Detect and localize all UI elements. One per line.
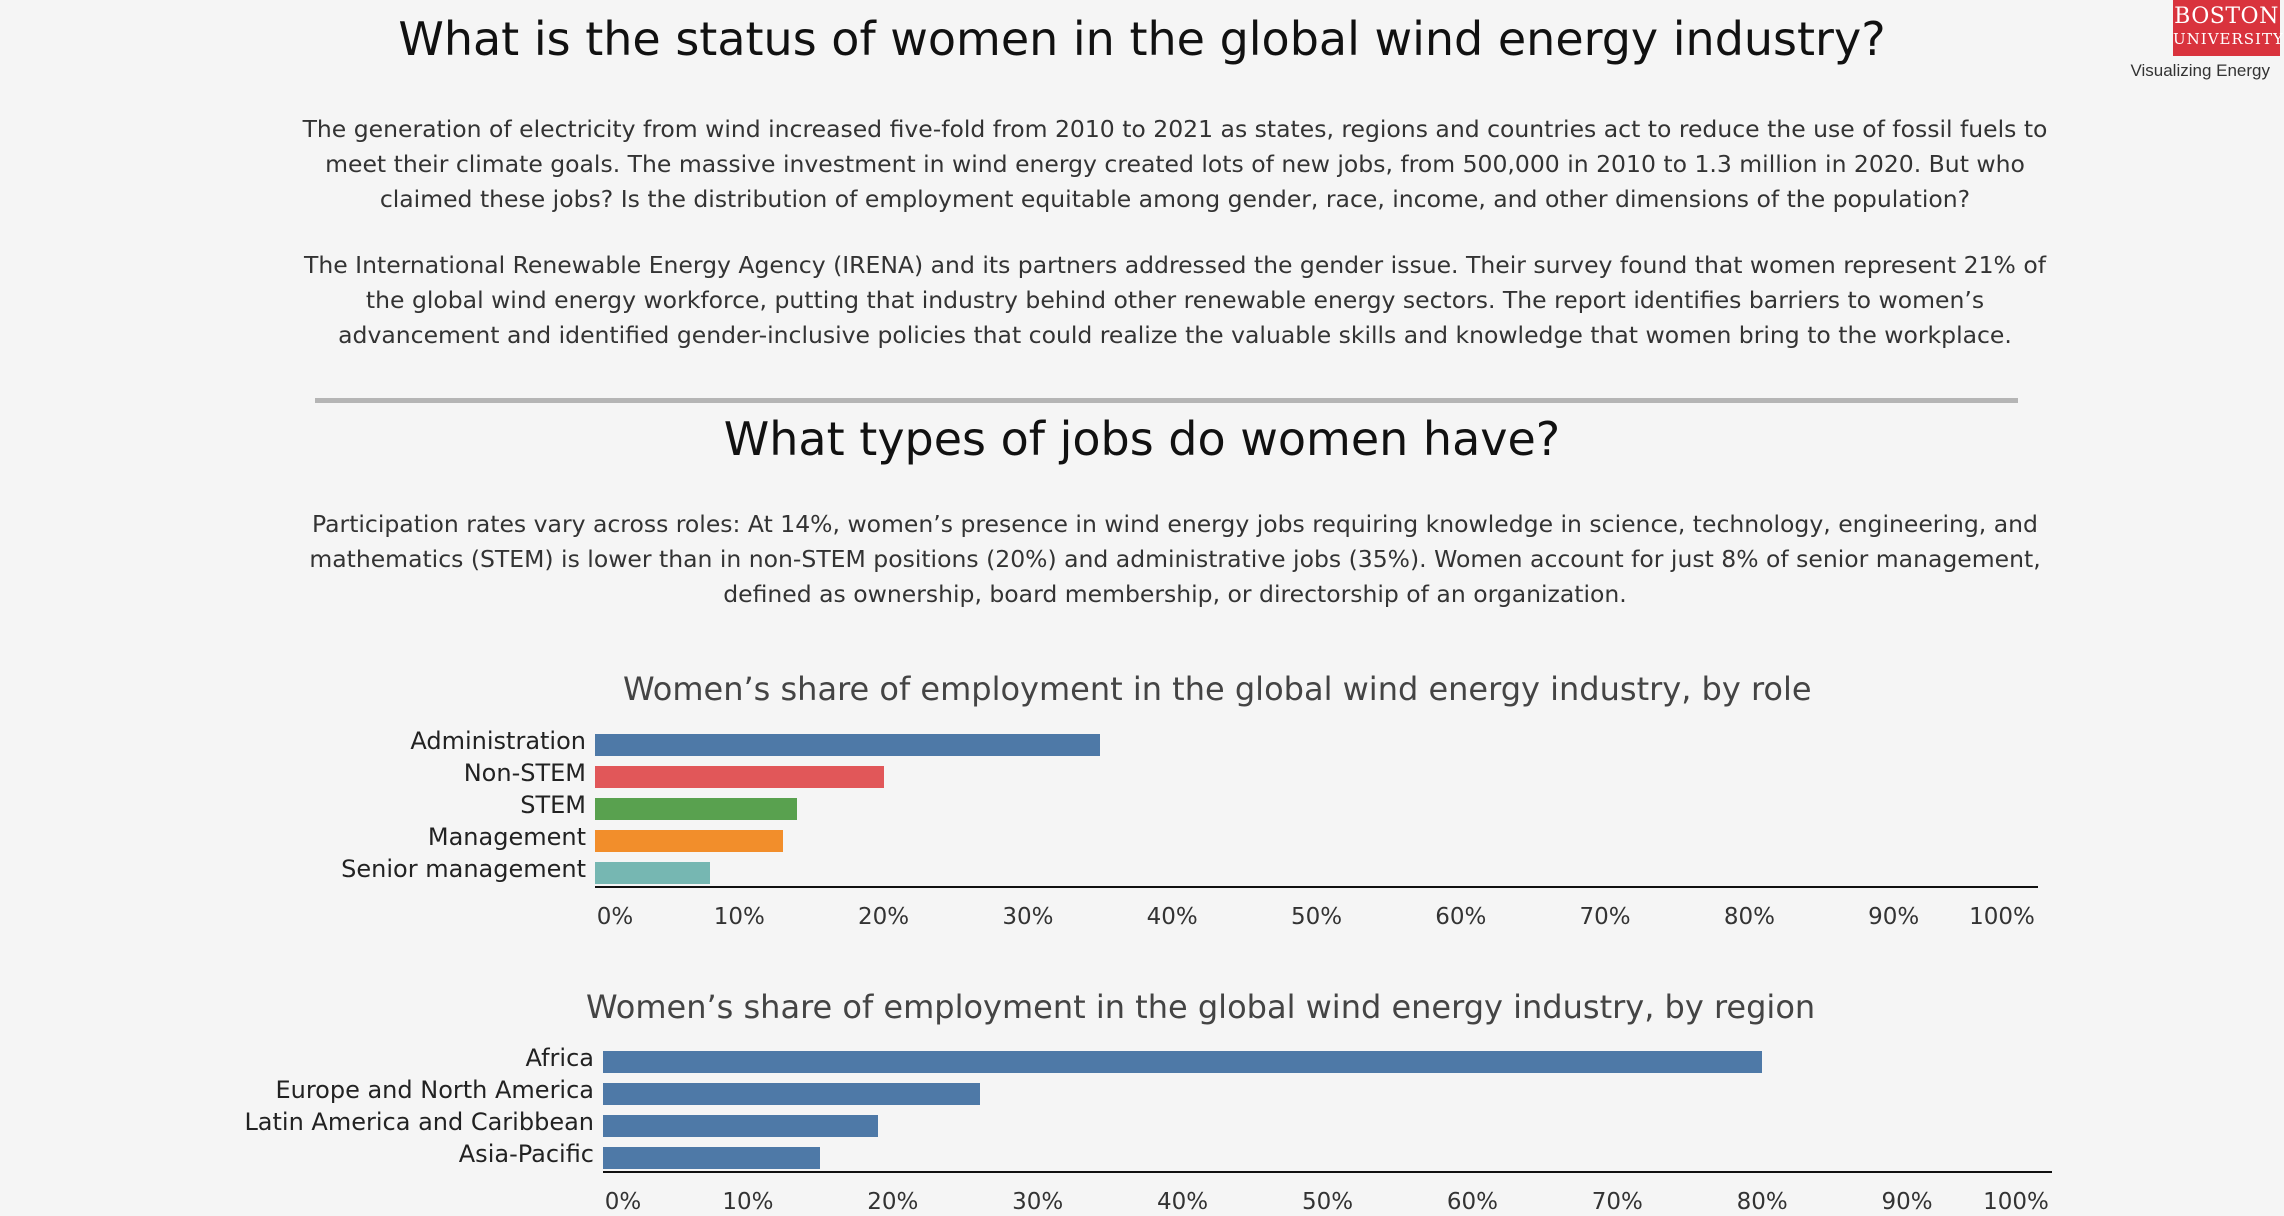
region-bar[interactable] (603, 1083, 980, 1105)
region-x-tick-label: 70% (1591, 1189, 1643, 1215)
role-x-tick-label: 90% (1868, 904, 1920, 930)
section-divider (315, 398, 2018, 403)
role-x-tick-label: 70% (1579, 904, 1631, 930)
region-bar[interactable] (603, 1147, 821, 1169)
role-x-tick-label: 50% (1290, 904, 1343, 930)
region-x-tick-label: 60% (1446, 1189, 1498, 1215)
page-title: What is the status of women in the globa… (398, 12, 1886, 66)
region-x-tick-label: 20% (867, 1189, 919, 1215)
logo-tagline: Visualizing Energy (2130, 61, 2270, 80)
role-bar[interactable] (595, 734, 1101, 756)
region-x-tick-label: 50% (1301, 1189, 1354, 1215)
region-category-label: Africa (525, 1044, 594, 1072)
region-x-axis (603, 1171, 2052, 1173)
role-bar[interactable] (595, 830, 783, 852)
region-chart-title: Women’s share of employment in the globa… (586, 988, 1816, 1026)
role-x-tick-label: 10% (713, 904, 765, 930)
region-category-label: Europe and North America (275, 1076, 594, 1104)
section-title: What types of jobs do women have? (723, 412, 1561, 466)
role-category-label: Administration (410, 727, 586, 755)
region-x-tick-label: 10% (722, 1189, 774, 1215)
logo-line-2: UNIVERSITY (2173, 30, 2284, 48)
role-x-tick-label: 40% (1146, 904, 1198, 930)
role-x-tick-label: 80% (1723, 904, 1775, 930)
region-category-label: Asia-Pacific (458, 1140, 594, 1168)
boston-university-logo[interactable]: BOSTON UNIVERSITY (2173, 0, 2284, 56)
region-x-tick-label: 30% (1012, 1189, 1064, 1215)
region-category-label: Latin America and Caribbean (244, 1108, 594, 1136)
role-x-tick-label: 100% (1969, 904, 2035, 930)
role-category-label: Management (427, 823, 586, 851)
role-category-label: STEM (520, 791, 586, 819)
intro-paragraph-1: The generation of electricity from wind … (302, 115, 2048, 213)
role-x-tick-label: 60% (1435, 904, 1487, 930)
role-x-tick-label: 0% (596, 904, 634, 930)
role-chart-title: Women’s share of employment in the globa… (623, 670, 1812, 708)
region-x-tick-label: 40% (1157, 1189, 1209, 1215)
role-bar[interactable] (595, 798, 798, 820)
section-paragraph: Participation rates vary across roles: A… (309, 510, 2041, 608)
region-bar[interactable] (603, 1115, 879, 1137)
region-x-tick-label: 80% (1736, 1189, 1788, 1215)
role-category-label: Senior management (341, 855, 586, 883)
role-x-tick-label: 20% (858, 904, 910, 930)
region-bar[interactable] (603, 1051, 1763, 1073)
region-x-tick-label: 0% (604, 1189, 642, 1215)
logo-line-1: BOSTON (2174, 4, 2279, 29)
role-category-label: Non-STEM (463, 759, 586, 787)
intro-paragraph-2: The International Renewable Energy Agenc… (303, 251, 2046, 349)
role-bar[interactable] (595, 766, 884, 788)
role-x-axis (595, 886, 2038, 888)
role-bar[interactable] (595, 862, 711, 884)
role-x-tick-label: 30% (1002, 904, 1054, 930)
region-x-tick-label: 100% (1983, 1189, 2049, 1215)
region-x-tick-label: 90% (1881, 1189, 1933, 1215)
